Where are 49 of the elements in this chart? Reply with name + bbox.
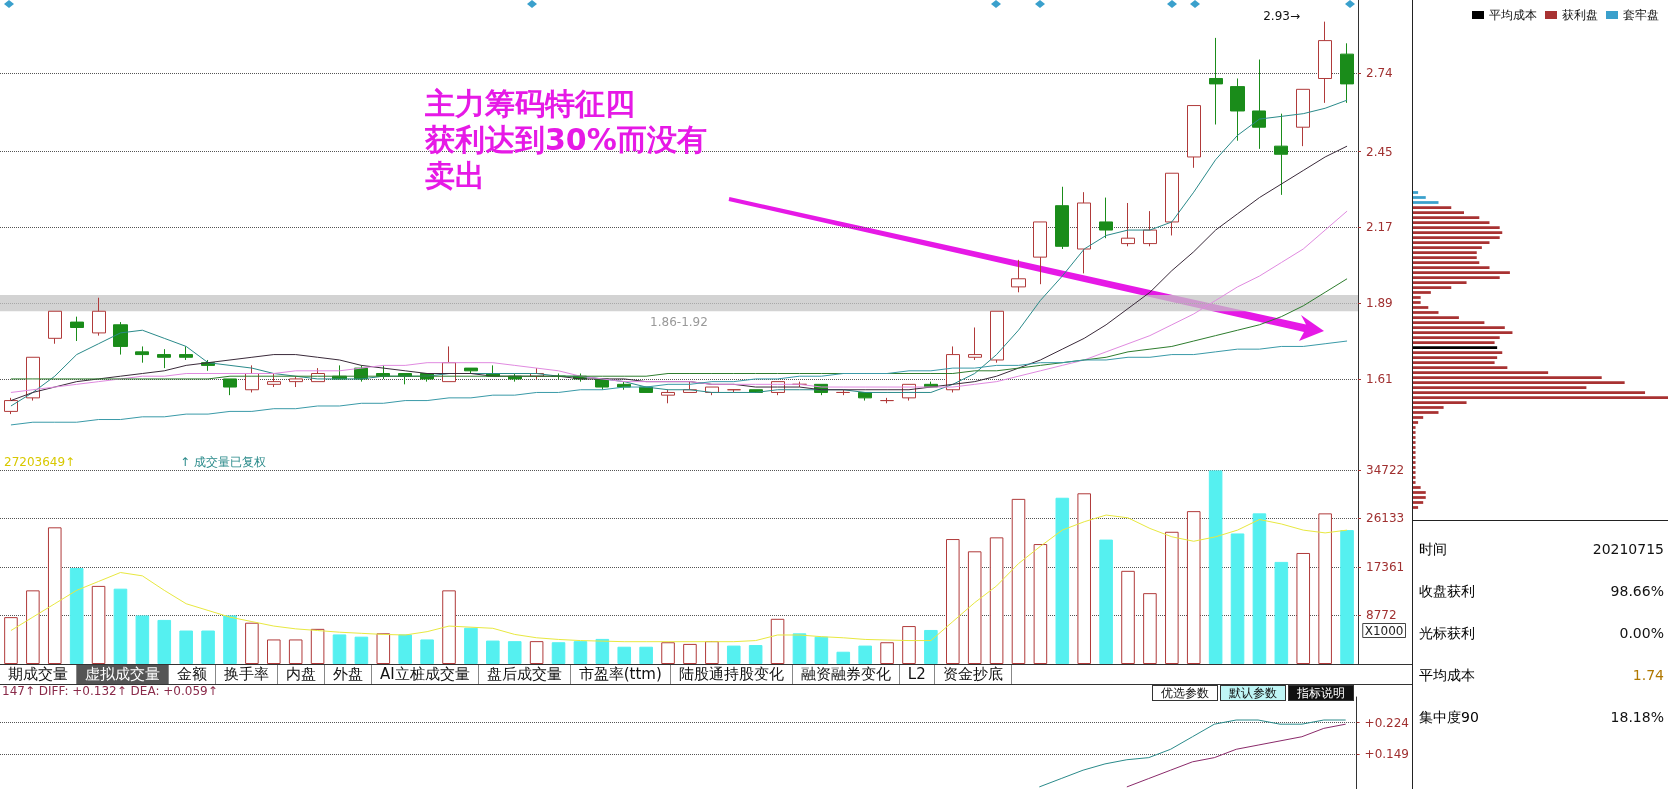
- text: 0.00%: [1619, 625, 1664, 643]
- y-tick-label: 34722: [1366, 463, 1405, 478]
- band-label: 1.86-1.92: [650, 315, 708, 330]
- annotation: 2.93→: [1263, 9, 1301, 23]
- text: L2: [899, 665, 935, 684]
- text: 市盈率(ttm): [570, 665, 671, 684]
- text: 内盘: [278, 665, 325, 684]
- text: AI立桩成交量: [372, 665, 479, 684]
- text: 1.74: [1632, 667, 1664, 685]
- text: 98.66%: [1610, 583, 1664, 601]
- text: 资金抄底: [934, 665, 1012, 684]
- y-tick-label: +0.224: [1364, 715, 1410, 730]
- text: 盘后成交量: [478, 665, 571, 684]
- text: 虚拟成交量: [77, 665, 169, 684]
- text: 18.18%: [1610, 709, 1664, 727]
- y-tick-label: 17361: [1366, 560, 1405, 575]
- text: 20210715: [1592, 541, 1664, 559]
- text: 期成交量: [0, 665, 77, 684]
- annotation: 27203649↑: [4, 455, 76, 469]
- annotation: 获利达到30%而没有: [424, 121, 707, 157]
- y-tick-label: 2.17: [1366, 220, 1393, 235]
- y-tick-label: 26133: [1366, 511, 1405, 526]
- text: 外盘: [325, 665, 372, 684]
- text: 收盘获利: [1419, 583, 1475, 601]
- y-tick-label: 1.89: [1366, 296, 1393, 311]
- text: 陆股通持股变化: [670, 665, 793, 684]
- annotation: ↑ 成交量已复权: [180, 455, 266, 469]
- y-tick-label: 1.61: [1366, 371, 1393, 386]
- text: 时间: [1419, 541, 1447, 559]
- annotation: 147↑ DIFF: +0.132↑ DEA: +0.059↑: [2, 684, 218, 698]
- text: 换手率: [216, 665, 278, 684]
- text: 光标获利: [1419, 625, 1475, 643]
- annotation: 默认参数: [1228, 686, 1277, 700]
- y-tick-label: 2.45: [1366, 144, 1393, 159]
- annotation: 主力筹码特征四: [424, 85, 635, 121]
- legend-label: 获利盘: [1562, 8, 1598, 22]
- annotation: 卖出: [425, 157, 485, 193]
- y-axis-title: X1000: [1364, 623, 1404, 638]
- text: 平均成本: [1419, 667, 1475, 685]
- y-tick-label: 8772: [1366, 608, 1397, 623]
- legend-label: 平均成本: [1489, 8, 1537, 22]
- text: 集中度90: [1419, 709, 1479, 727]
- text: 金额: [169, 665, 216, 684]
- y-tick-label: +0.149: [1364, 746, 1410, 761]
- y-tick-label: 2.74: [1366, 66, 1393, 81]
- legend-label: 套牢盘: [1623, 8, 1659, 22]
- annotation: 优选参数: [1161, 686, 1209, 700]
- text: 融资融券变化: [792, 665, 900, 684]
- annotation: 指标说明: [1296, 686, 1345, 700]
